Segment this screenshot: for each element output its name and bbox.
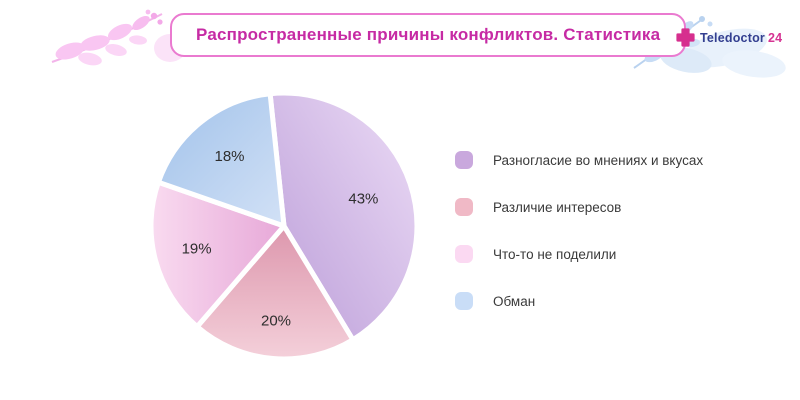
legend-swatch <box>455 292 473 310</box>
slice-value-label: 20% <box>261 312 291 329</box>
teledoctor-logo: Teledoctor 24 <box>676 28 782 47</box>
logo-name: Teledoctor <box>700 30 765 45</box>
pink-branch-decoration <box>51 9 163 66</box>
pie-slice <box>194 223 356 362</box>
legend-item: Что-то не поделили <box>455 245 703 263</box>
logo-suffix: 24 <box>767 30 783 45</box>
legend-swatch <box>455 245 473 263</box>
legend-item: Обман <box>455 292 703 310</box>
pie-slice <box>267 90 420 343</box>
slice-value-label: 43% <box>348 190 378 207</box>
legend-label: Различие интересов <box>493 199 622 215</box>
pie-slice <box>155 91 287 229</box>
slice-value-label: 18% <box>214 148 244 165</box>
page-title: Распространенные причины конфликтов. Ста… <box>170 13 687 57</box>
legend-label: Что-то не поделили <box>493 246 617 262</box>
chart-legend: Разногласие во мнениях и вкусах Различие… <box>455 151 703 310</box>
pie-chart-svg: 43% 20% 19% 18% <box>148 90 420 362</box>
pie-slice <box>148 179 287 330</box>
legend-label: Обман <box>493 293 536 309</box>
legend-swatch <box>455 198 473 216</box>
medical-cross-icon <box>676 28 695 47</box>
slice-value-label: 19% <box>182 240 212 257</box>
legend-swatch <box>455 151 473 169</box>
legend-item: Разногласие во мнениях и вкусах <box>455 151 703 169</box>
legend-label: Разногласие во мнениях и вкусах <box>493 152 704 168</box>
logo-text: Teledoctor 24 <box>700 31 782 45</box>
legend-item: Различие интересов <box>455 198 703 216</box>
pie-chart: 43% 20% 19% 18% <box>139 81 429 371</box>
